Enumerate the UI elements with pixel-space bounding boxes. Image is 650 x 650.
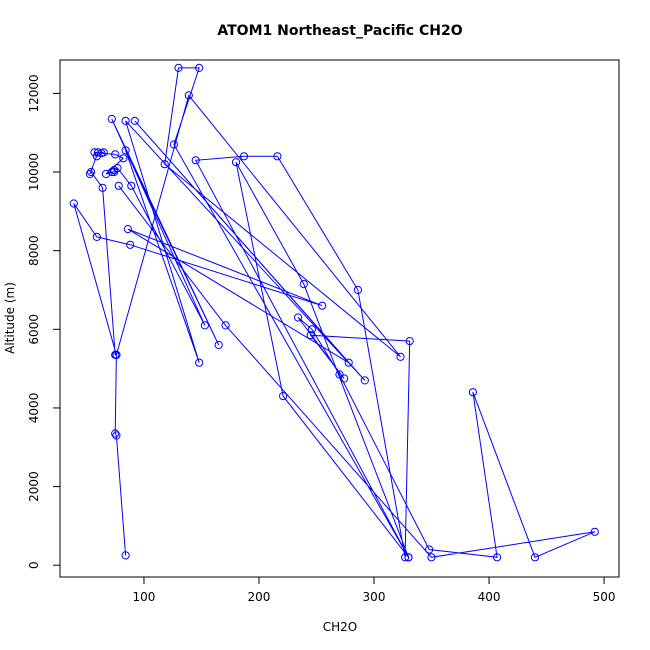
data-point (195, 358, 204, 367)
data-point (107, 114, 116, 124)
data-point (85, 169, 95, 179)
y-tick-label: 2000 (27, 471, 41, 502)
data-point (111, 150, 120, 159)
data-point (468, 388, 477, 397)
data-point (335, 370, 344, 379)
data-point (123, 225, 133, 234)
data-point (111, 429, 120, 438)
data-point (200, 321, 209, 330)
series-line (73, 67, 595, 558)
data-point (401, 553, 410, 562)
data-point (119, 154, 128, 163)
data-point (101, 169, 111, 179)
data-point (231, 158, 241, 167)
data-point (126, 240, 135, 249)
x-tick-label: 100 (133, 590, 156, 604)
data-point (353, 285, 362, 295)
data-point (107, 167, 116, 177)
data-point (239, 152, 249, 161)
x-tick-label: 400 (478, 590, 501, 604)
data-point (112, 350, 121, 359)
y-tick-label: 6000 (27, 314, 41, 345)
data-point (174, 63, 183, 73)
plot-area-frame (59, 59, 620, 578)
data-point (184, 91, 193, 100)
data-point (294, 313, 303, 322)
data-point (307, 325, 316, 334)
data-point (113, 164, 122, 173)
data-point (121, 116, 130, 126)
data-point (299, 280, 308, 289)
data-point (318, 301, 327, 310)
data-point (92, 232, 101, 241)
x-tick-label: 200 (248, 590, 271, 604)
series-layer (69, 63, 599, 562)
x-axis: 100 200 300 400 500 (133, 576, 616, 604)
data-point (221, 321, 230, 330)
y-tick-label: 0 (27, 561, 41, 569)
data-point (195, 63, 204, 73)
data-point (214, 340, 223, 350)
y-tick-label: 8000 (27, 235, 41, 266)
data-point (121, 146, 130, 155)
y-tick-label: 10000 (27, 153, 41, 191)
data-point (396, 352, 405, 361)
x-tick-label: 300 (363, 590, 386, 604)
data-point (273, 152, 282, 161)
data-point (590, 527, 599, 536)
x-tick-label: 500 (593, 590, 616, 604)
data-point (112, 431, 121, 440)
data-point (306, 331, 315, 340)
data-point (427, 553, 436, 562)
y-axis: 0 2000 4000 6000 8000 10000 12000 (27, 74, 61, 569)
data-point (360, 376, 369, 385)
data-point (160, 160, 169, 169)
data-point (97, 149, 106, 158)
y-tick-label: 12000 (27, 74, 41, 112)
data-point (530, 553, 540, 562)
data-point (425, 545, 434, 554)
y-tick-label: 4000 (27, 393, 41, 424)
data-point (121, 551, 130, 560)
data-point (340, 374, 349, 383)
data-point (279, 392, 288, 401)
data-point (169, 140, 178, 149)
data-point (191, 156, 200, 165)
x-axis-label: CH2O (323, 620, 357, 634)
data-point (493, 553, 502, 562)
y-axis-label: Altitude (m) (3, 282, 17, 354)
data-point (404, 553, 413, 562)
data-point (130, 116, 139, 126)
data-point (69, 199, 78, 208)
data-point (405, 337, 414, 346)
data-point (114, 181, 123, 190)
data-point (87, 167, 96, 177)
data-point (93, 148, 103, 157)
data-point (98, 183, 107, 192)
data-point (127, 181, 136, 190)
data-point (344, 358, 353, 367)
chart-title: ATOM1 Northeast_Pacific CH2O (217, 23, 462, 39)
